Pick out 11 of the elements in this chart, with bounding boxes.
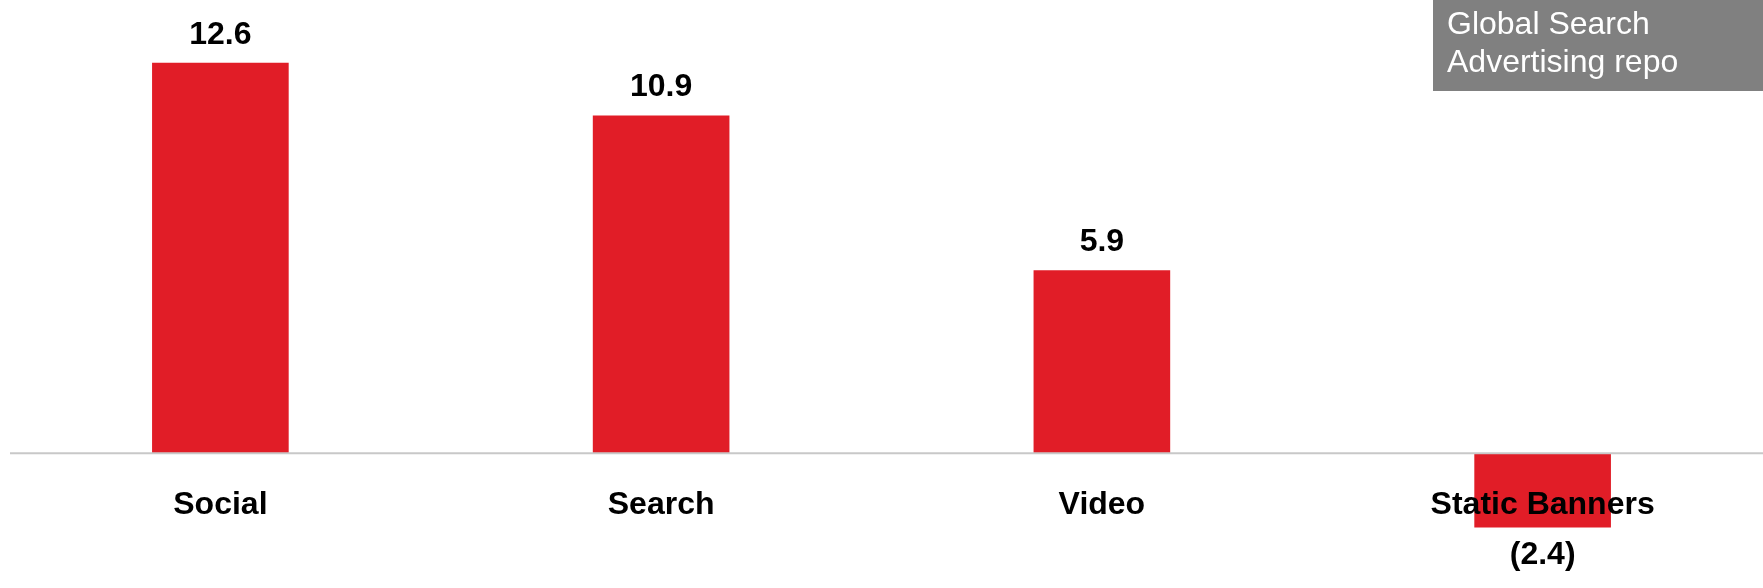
data-label: 12.6 bbox=[189, 14, 252, 51]
bar bbox=[592, 115, 730, 454]
bar bbox=[1033, 270, 1171, 454]
annotation: Global Search Advertising repo bbox=[1433, 0, 1763, 91]
data-label: (2.4) bbox=[1509, 535, 1576, 572]
x-tick-label: Video bbox=[1058, 485, 1146, 522]
data-label: 5.9 bbox=[1079, 222, 1125, 259]
bar bbox=[152, 62, 289, 454]
x-tick-label: Social bbox=[173, 485, 268, 522]
x-tick-label: Search bbox=[607, 485, 715, 522]
data-label: 10.9 bbox=[629, 67, 693, 104]
